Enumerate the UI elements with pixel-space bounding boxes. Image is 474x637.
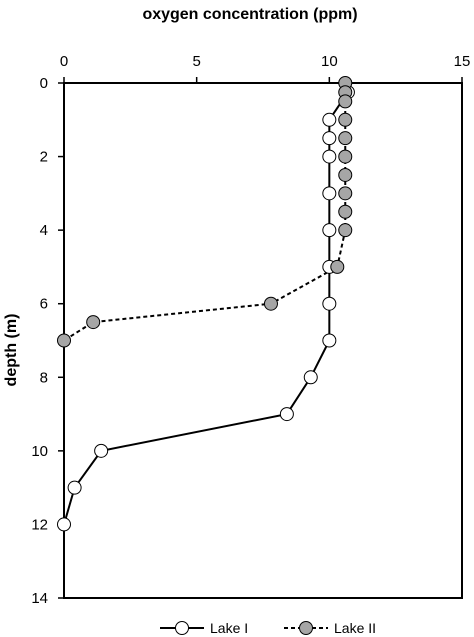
data-point-lake-i [94,443,109,458]
data-point-lake-i [322,149,337,164]
data-point-lake-ii [86,315,101,330]
legend: Lake I Lake II [160,620,376,636]
data-point-lake-ii [338,112,353,127]
legend-marker-lake-ii [299,621,313,635]
data-point-lake-ii [338,131,353,146]
data-point-lake-i [67,480,82,495]
data-point-lake-i [322,112,337,127]
data-point-lake-ii [57,333,71,348]
legend-label-lake-ii: Lake II [334,620,376,636]
data-point-lake-i [322,186,337,201]
data-point-lake-i [322,223,337,238]
series-layer [57,76,355,532]
legend-label-lake-i: Lake I [210,620,248,636]
y-tick-label: 14 [31,590,48,607]
data-point-lake-i [322,296,337,311]
data-point-lake-ii [263,296,278,311]
data-point-lake-ii [338,204,353,219]
data-point-lake-i [279,407,294,422]
data-point-lake-ii [338,149,353,164]
data-point-lake-ii [330,259,345,274]
series-line-lake-ii [63,83,347,342]
legend-marker-lake-i [175,621,189,635]
data-point-lake-ii [338,94,353,109]
y-tick-label: 6 [40,296,48,313]
y-axis: 0 2 4 6 8 10 12 14 [31,75,64,607]
y-tick-label: 0 [40,75,48,92]
x-tick-label: 10 [321,53,338,70]
data-point-lake-ii [338,223,353,238]
plot-area [63,82,463,599]
y-tick-label: 10 [31,443,48,460]
x-axis: 0 5 10 15 [60,53,471,83]
data-point-lake-i [57,517,71,532]
data-point-lake-ii [338,186,353,201]
y-tick-label: 4 [40,222,48,239]
data-point-lake-i [303,370,318,385]
x-tick-label: 5 [192,53,200,70]
x-tick-label: 15 [454,53,471,70]
x-tick-label: 0 [60,53,68,70]
series-line-lake-i [63,91,349,525]
y-tick-label: 2 [40,149,48,166]
data-point-lake-i [322,131,337,146]
x-axis-title: oxygen concentration (ppm) [142,6,357,23]
data-point-lake-i [322,333,337,348]
y-tick-label: 12 [31,516,48,533]
y-axis-title: depth (m) [3,314,20,387]
data-point-lake-ii [338,167,353,182]
y-tick-label: 8 [40,369,48,386]
